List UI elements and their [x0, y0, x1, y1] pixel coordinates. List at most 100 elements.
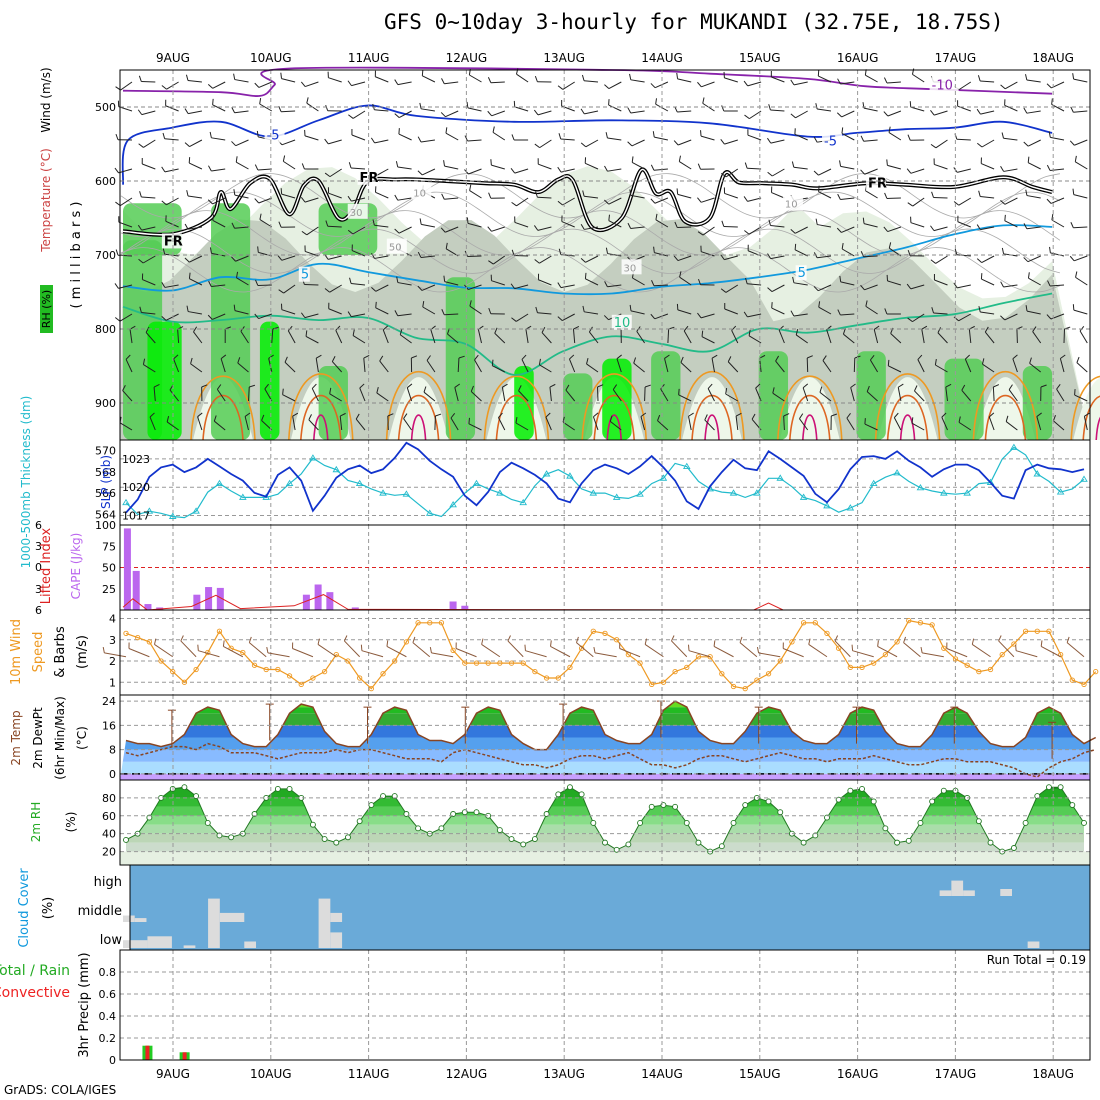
wind-barb [515, 422, 529, 431]
profile-y-tick: 500 [95, 101, 116, 114]
contour-label-bg [782, 195, 803, 211]
wind-barb [283, 160, 296, 170]
wind-barb [1027, 162, 1041, 170]
isotherm-line [122, 292, 1053, 376]
isotherm-15 [679, 370, 745, 441]
freezing-level-inner [122, 168, 1053, 236]
wind-barb-flag [521, 354, 527, 360]
wind-barb [352, 335, 366, 344]
wind-barb-flag [222, 640, 225, 647]
wind-barb-flag [603, 315, 609, 321]
wind-barb-flag [166, 416, 170, 423]
wind-barb-flag [533, 225, 539, 231]
wind-barb-flag [725, 387, 728, 395]
wind-barb-flag [608, 214, 610, 221]
isotherm-15 [385, 370, 452, 441]
wind-barb-flag [580, 108, 585, 115]
wind-barb [398, 226, 412, 234]
wind-barb [397, 313, 412, 317]
wind-barb [980, 80, 995, 83]
wind-barb-flag [580, 257, 586, 263]
wind-barb-flag [1047, 280, 1051, 287]
wind-barb-flag [651, 280, 655, 286]
wind-barb [677, 193, 692, 199]
wind-barb-flag [964, 354, 971, 360]
wind-barb [588, 331, 599, 344]
wind-barb-flag [818, 185, 820, 192]
wind-barb-flag [236, 271, 239, 278]
wind-barb [749, 110, 762, 120]
wind-barb-flag [474, 354, 479, 361]
rh-marker [730, 819, 737, 826]
wind-tick: 2 [109, 655, 116, 668]
wind-barb-flag [115, 201, 121, 207]
wind-speed-marker [812, 620, 818, 626]
wind-barb [747, 197, 762, 202]
wind-barb-flag [209, 247, 212, 254]
cape-bar [216, 587, 224, 610]
wind-barb-flag [911, 68, 915, 75]
wind-barb [677, 309, 692, 315]
wind-barb-flag [1046, 314, 1052, 320]
wind-barb [747, 134, 762, 141]
wind10m-axis-label: 10m Wind [9, 619, 24, 685]
wind-barb-flag [907, 317, 913, 323]
wind-barb [980, 311, 995, 315]
wind-barb [397, 166, 412, 170]
precip-convective-label: Convective [0, 985, 70, 1001]
wind-barb-flag [1029, 357, 1032, 364]
wind-barb [351, 197, 366, 202]
wind-barb-flag [697, 312, 702, 319]
thickness-tick: 564 [95, 508, 116, 521]
wind-barb [981, 278, 995, 286]
rh-marker [1046, 784, 1052, 791]
wind-barb [154, 644, 174, 658]
wind-barb-flag [644, 384, 651, 388]
wind-barb-flag [954, 248, 958, 255]
wind-barb-flag [903, 636, 907, 643]
wind-barb-flag [837, 193, 841, 200]
wind-barb [584, 195, 599, 199]
wind-barb [1026, 110, 1041, 114]
wind-barb [1026, 79, 1041, 83]
wind-barb [237, 362, 249, 373]
wind-barb [327, 225, 342, 228]
wind-barb [630, 79, 645, 83]
wind-barb [834, 640, 851, 658]
wind-speed-marker [906, 617, 912, 624]
wind-barb [445, 226, 459, 233]
profile-y-tick: 900 [95, 397, 116, 410]
rh-marker [1034, 793, 1041, 800]
wind-barb-flag [300, 312, 306, 318]
cloud-bar-middle [330, 912, 343, 922]
wind-barb-flag [676, 72, 679, 79]
wind-barb-flag [767, 137, 772, 144]
wind-barb-flag [231, 256, 236, 262]
wind-barb-flag [201, 384, 208, 388]
wind-barb-flag [534, 75, 538, 82]
temp-tick: 16 [102, 719, 116, 732]
wind-barb-flag [231, 222, 236, 229]
wind10m-axis-label: Speed [31, 632, 46, 673]
wind-barb [514, 284, 529, 290]
rh-marker [251, 811, 258, 817]
wind-barb [193, 331, 203, 344]
wind-barb [609, 420, 622, 431]
wind-barb-flag [287, 325, 293, 332]
wind-speed-marker [438, 620, 445, 626]
wind-barb-flag [792, 276, 795, 283]
wind-barb [772, 392, 785, 402]
wind-barb-flag [795, 329, 799, 336]
wind-barb [281, 110, 296, 113]
wind-speed-marker [590, 628, 596, 634]
wind-barb [467, 139, 482, 142]
wind-barb-flag [1075, 271, 1078, 278]
wind-barb [141, 312, 156, 315]
thickness-marker [963, 489, 971, 496]
wind-barb-flag [421, 69, 424, 76]
contour-label-bg [347, 203, 368, 219]
wind-barb [143, 364, 156, 373]
wind-barb [1074, 394, 1088, 402]
rh-marker [555, 791, 562, 798]
wind-barb-flag [711, 354, 718, 359]
